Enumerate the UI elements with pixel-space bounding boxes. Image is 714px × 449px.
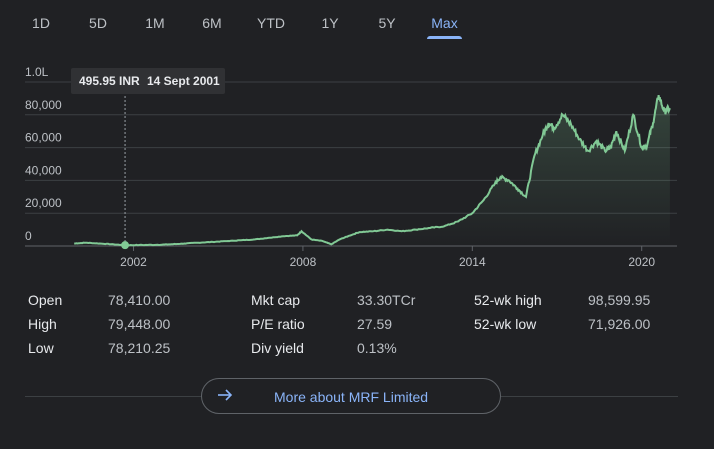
y-tick-label: 80,000 [25, 98, 62, 112]
stat-mkt-cap-value: 33.30TCr [357, 292, 416, 308]
tab-label: 6M [202, 15, 222, 31]
tooltip-date: 14 Sept 2001 [147, 74, 220, 88]
more-about-button[interactable]: More about MRF Limited [201, 378, 501, 414]
hover-point [121, 241, 130, 250]
tab-label: 5D [89, 15, 107, 31]
stat-pe-ratio-value: 27.59 [357, 316, 393, 332]
tab-6m[interactable]: 6M [195, 15, 229, 39]
stat-pe-ratio-label: P/E ratio [251, 316, 305, 332]
x-tick-label: 2020 [628, 255, 655, 269]
price-chart: 0 20,000 40,000 60,000 80,000 1.0L 2002 2008 20… [25, 65, 677, 269]
tab-label: YTD [257, 15, 285, 31]
stat-open-label: Open [28, 292, 63, 308]
tab-label: 1D [32, 15, 50, 31]
y-tick-label: 1.0L [25, 65, 49, 79]
stat-div-yield-label: Div yield [251, 340, 304, 356]
tab-max[interactable]: Max [427, 15, 462, 39]
stat-52wk-high-label: 52-wk high [474, 292, 542, 308]
range-tabs: 1D 5D 1M 6M YTD 1Y 5Y Max [0, 0, 714, 44]
y-tick-label: 40,000 [25, 163, 62, 177]
tab-1m[interactable]: 1M [138, 15, 172, 39]
tab-ytd[interactable]: YTD [251, 15, 291, 39]
tab-label: 5Y [378, 15, 396, 31]
arrow-right-icon [218, 389, 233, 401]
stat-high-label: High [28, 316, 57, 332]
stat-high-value: 79,448.00 [108, 316, 171, 332]
y-tick-label: 20,000 [25, 196, 62, 210]
x-tick-label: 2008 [290, 255, 317, 269]
tab-5d[interactable]: 5D [80, 15, 116, 39]
stat-52wk-low-label: 52-wk low [474, 316, 537, 332]
x-tick-label: 2002 [120, 255, 147, 269]
x-tick-label: 2014 [459, 255, 486, 269]
stat-low-value: 78,210.25 [108, 340, 171, 356]
stat-div-yield-value: 0.13% [357, 340, 397, 356]
tab-1d[interactable]: 1D [25, 15, 57, 39]
stat-52wk-low-value: 71,926.00 [588, 316, 651, 332]
tab-5y[interactable]: 5Y [370, 15, 404, 39]
y-tick-label: 60,000 [25, 131, 62, 145]
y-tick-label: 0 [25, 229, 32, 243]
price-area [74, 95, 670, 246]
stat-open-value: 78,410.00 [108, 292, 171, 308]
price-line [74, 94, 671, 247]
active-tab-indicator [427, 36, 462, 39]
stat-mkt-cap-label: Mkt cap [251, 292, 301, 308]
tab-label: Max [431, 15, 458, 31]
tooltip-price: 495.95 INR [79, 74, 140, 88]
stat-52wk-high-value: 98,599.95 [588, 292, 651, 308]
stat-low-label: Low [28, 340, 54, 356]
tab-label: 1Y [321, 15, 339, 31]
key-stats: Open 78,410.00 High 79,448.00 Low 78,210… [0, 290, 714, 360]
tooltip: 495.95 INR 14 Sept 2001 [71, 68, 225, 94]
tab-1y[interactable]: 1Y [314, 15, 346, 39]
more-about-label: More about MRF Limited [274, 389, 429, 405]
tab-label: 1M [145, 15, 165, 31]
